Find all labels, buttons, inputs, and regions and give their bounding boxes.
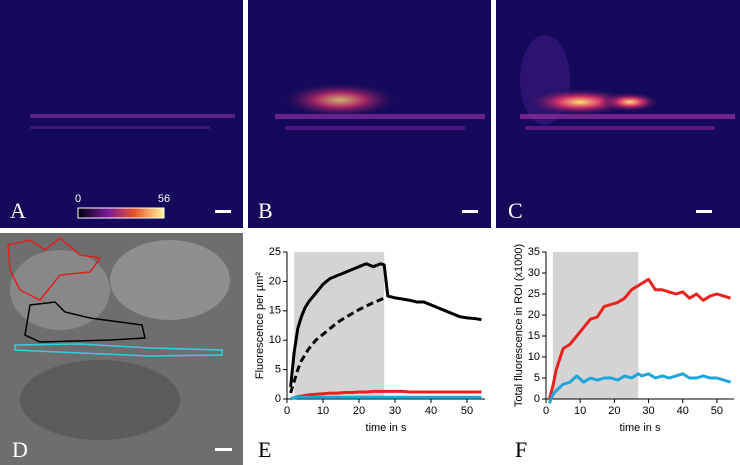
y-tick-label: 35 <box>528 246 540 258</box>
colorbar <box>77 207 165 219</box>
y-tick-label: 10 <box>269 334 281 346</box>
signal <box>520 114 735 119</box>
scale-bar <box>215 448 232 451</box>
texture <box>10 250 110 330</box>
x-tick-label: 10 <box>317 405 329 417</box>
panel-label: D <box>12 437 28 462</box>
texture <box>110 240 230 320</box>
signal <box>280 82 400 118</box>
x-tick-label: 40 <box>425 405 437 417</box>
y-tick-label: 15 <box>528 330 540 342</box>
panel-label: B <box>258 198 273 223</box>
x-tick-label: 20 <box>608 405 620 417</box>
y-tick-label: 20 <box>269 275 281 287</box>
roi-red <box>7 237 102 301</box>
signal <box>600 92 660 112</box>
x-tick-label: 10 <box>574 405 586 417</box>
x-tick-label: 0 <box>284 405 290 417</box>
stimulus-shade <box>552 252 639 399</box>
y-tick-label: 5 <box>534 372 540 384</box>
y-axis-label: Total fluorescence in ROI (x1000) <box>513 244 525 407</box>
x-tick-label: 50 <box>461 405 473 417</box>
x-axis-label: time in s <box>620 422 661 434</box>
roi-black <box>24 301 146 343</box>
x-tick-label: 50 <box>711 405 723 417</box>
y-tick-label: 25 <box>528 288 540 300</box>
x-axis-label: time in s <box>366 422 407 434</box>
x-tick-label: 40 <box>677 405 689 417</box>
colorbar-max: 56 <box>158 193 170 205</box>
stimulus-shade <box>294 252 385 399</box>
y-tick-label: 10 <box>528 351 540 363</box>
x-tick-label: 20 <box>353 405 365 417</box>
y-tick-label: 30 <box>528 267 540 279</box>
panel-label: E <box>258 437 271 462</box>
series-line <box>289 296 385 394</box>
signal <box>285 126 465 130</box>
panel-label: C <box>508 198 523 223</box>
y-tick-label: 5 <box>275 364 281 376</box>
x-tick-label: 30 <box>642 405 654 417</box>
scale-bar <box>215 210 231 213</box>
x-tick-label: 30 <box>389 405 401 417</box>
scale-bar <box>462 210 478 213</box>
series-line <box>547 277 732 400</box>
y-tick-label: 15 <box>269 305 281 317</box>
y-tick-label: 0 <box>534 393 540 405</box>
signal <box>275 114 485 119</box>
series-line <box>548 372 732 404</box>
scale-bar <box>696 210 712 213</box>
colorbar-min: 0 <box>75 193 81 205</box>
series-line <box>289 262 482 388</box>
series-line <box>290 389 482 401</box>
signal <box>525 88 635 116</box>
roi-cyan <box>14 343 223 357</box>
series-line <box>290 395 482 400</box>
texture <box>20 360 180 440</box>
panel-label: A <box>10 198 26 223</box>
y-axis-label: Fluorescence per µm² <box>254 272 266 380</box>
y-tick-label: 25 <box>269 246 281 258</box>
y-tick-label: 0 <box>275 393 281 405</box>
panel-label: F <box>515 437 527 462</box>
signal <box>525 126 715 130</box>
signal <box>30 126 210 129</box>
signal <box>30 114 235 118</box>
x-tick-label: 0 <box>543 405 549 417</box>
y-tick-label: 20 <box>528 309 540 321</box>
